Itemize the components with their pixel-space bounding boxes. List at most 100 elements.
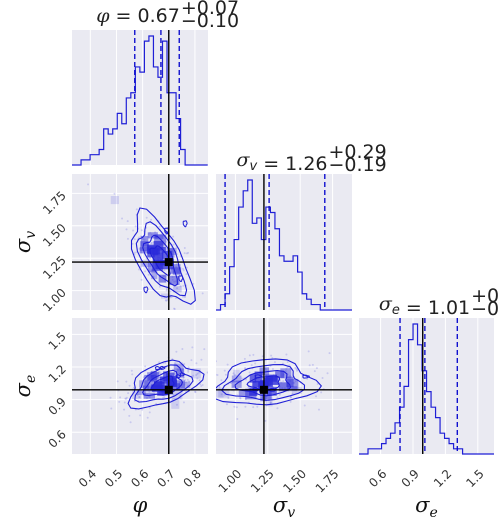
sample-point: [178, 379, 181, 382]
sample-point: [142, 376, 145, 379]
density-cell: [245, 388, 257, 400]
sample-point: [211, 388, 213, 390]
sample-point: [158, 370, 161, 373]
x-tick-label-sigma_v: 1.75: [313, 467, 342, 496]
sample-point: [213, 373, 215, 375]
sample-point: [149, 256, 152, 259]
sample-point: [260, 397, 263, 400]
x-tick-label-phi: 0.5: [102, 467, 125, 490]
sample-point: [181, 267, 184, 270]
sample-point: [131, 373, 134, 376]
sample-point: [123, 408, 126, 411]
sample-point: [295, 369, 298, 372]
sample-point: [144, 270, 147, 273]
sample-point: [227, 396, 230, 399]
sample-point: [147, 232, 150, 235]
sample-point: [286, 366, 289, 369]
x-tick-label-sigma_v: 1.25: [248, 467, 277, 496]
sample-point: [239, 397, 242, 400]
sample-point: [175, 403, 178, 406]
sample-point: [181, 347, 184, 350]
sample-point: [129, 421, 132, 424]
sample-point: [125, 397, 128, 400]
density-cell: [266, 376, 273, 387]
sample-point: [278, 393, 281, 396]
sample-point: [140, 229, 143, 232]
sample-point: [248, 354, 251, 357]
contour-island: [179, 372, 186, 377]
contour-line: [150, 375, 175, 392]
sample-point: [282, 380, 285, 383]
y-tick-label-sigma_e: 1.5: [46, 329, 69, 352]
sample-point: [113, 192, 116, 195]
sample-point: [155, 377, 158, 380]
sample-point: [196, 372, 199, 375]
sample-point: [313, 370, 316, 373]
contour-island: [175, 374, 182, 379]
sample-point: [133, 238, 136, 241]
density-cell: [161, 293, 171, 299]
density-cell: [289, 386, 298, 392]
sample-point: [244, 405, 247, 408]
sample-point: [186, 378, 189, 381]
sample-point: [158, 361, 161, 364]
sample-point: [195, 362, 198, 365]
sample-point: [150, 242, 153, 245]
truth-marker: [164, 258, 173, 267]
sample-point: [220, 379, 223, 382]
title-minus: −0.19: [329, 154, 387, 176]
sample-point: [213, 396, 215, 398]
sample-point: [139, 235, 142, 238]
sample-point: [136, 393, 139, 396]
sample-point: [87, 183, 90, 186]
density-cell: [278, 382, 290, 392]
density-cell: [158, 389, 169, 396]
sample-point: [326, 372, 329, 375]
sample-point: [172, 235, 175, 238]
sample-point: [180, 381, 183, 384]
sample-point: [308, 364, 311, 367]
sample-point: [164, 361, 167, 364]
sample-point: [175, 350, 178, 353]
contour-line: [142, 234, 178, 287]
hist-title-sigma_e: σe = 1.01: [379, 293, 470, 319]
sample-point: [285, 367, 288, 370]
title-value: = 1.26: [257, 153, 327, 175]
sample-point: [131, 242, 134, 245]
hist-step-sigma_v: [216, 179, 352, 311]
sample-point: [269, 401, 272, 404]
sample-point: [153, 374, 156, 377]
sample-point: [354, 360, 356, 362]
sample-point: [315, 395, 318, 398]
y-tick-label-sigma_v: 1.00: [40, 286, 69, 315]
sample-point: [166, 298, 169, 301]
sample-point: [138, 247, 141, 250]
density-cell: [157, 387, 164, 396]
density-cell: [144, 374, 154, 386]
density-cell: [191, 368, 201, 379]
sample-point: [233, 405, 236, 408]
sample-point: [212, 360, 214, 362]
sample-point: [269, 401, 272, 404]
sample-point: [182, 376, 185, 379]
density-cell: [155, 246, 166, 254]
sample-point: [243, 357, 246, 360]
sample-point: [144, 391, 147, 394]
density-cell: [233, 369, 240, 376]
sample-point: [185, 252, 188, 255]
sample-point: [127, 392, 130, 395]
y-axis-label-sigma_e: σe: [11, 375, 39, 398]
sample-point: [276, 407, 279, 410]
density-cell: [286, 376, 294, 388]
y-tick-label-sigma_e: 1.2: [46, 362, 69, 385]
truth-marker: [259, 385, 268, 394]
sample-point: [270, 354, 273, 357]
sample-point: [224, 373, 227, 376]
density-cell: [216, 387, 224, 398]
density-cell: [169, 275, 180, 285]
sample-point: [185, 273, 188, 276]
density-cell: [168, 248, 177, 255]
sample-point: [128, 384, 131, 387]
sample-point: [328, 352, 331, 355]
density-cell: [171, 267, 182, 274]
